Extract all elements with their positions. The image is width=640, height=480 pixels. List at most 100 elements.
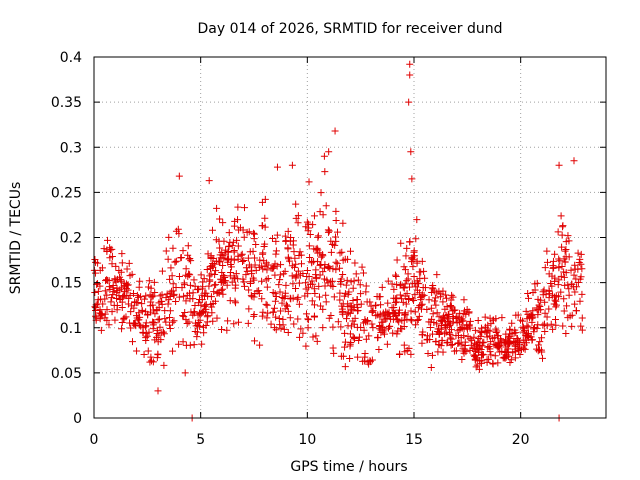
data-point bbox=[216, 244, 224, 252]
data-point bbox=[562, 253, 570, 261]
data-point bbox=[565, 291, 573, 299]
data-point bbox=[520, 341, 528, 349]
data-point bbox=[190, 341, 198, 349]
data-point bbox=[181, 309, 189, 317]
data-point bbox=[272, 237, 280, 245]
data-point bbox=[314, 233, 322, 241]
data-point bbox=[424, 350, 432, 358]
data-point bbox=[550, 300, 558, 308]
data-point bbox=[559, 223, 567, 231]
data-point bbox=[255, 263, 263, 271]
x-tick-label: 0 bbox=[90, 432, 99, 448]
data-point bbox=[154, 387, 162, 395]
chart-title: Day 014 of 2026, SRMTID for receiver dun… bbox=[198, 21, 503, 37]
data-point bbox=[325, 262, 333, 270]
data-point bbox=[242, 271, 250, 279]
data-point bbox=[444, 317, 452, 325]
data-point bbox=[271, 297, 279, 305]
data-point bbox=[144, 347, 152, 355]
data-point bbox=[111, 276, 119, 284]
data-point bbox=[104, 236, 112, 244]
data-point bbox=[555, 161, 563, 169]
data-point bbox=[341, 363, 349, 371]
data-point bbox=[513, 338, 521, 346]
data-point bbox=[467, 341, 475, 349]
data-point bbox=[116, 296, 124, 304]
data-point bbox=[280, 294, 288, 302]
data-point bbox=[350, 277, 358, 285]
data-point bbox=[138, 307, 146, 315]
data-point bbox=[338, 302, 346, 310]
data-point bbox=[490, 340, 498, 348]
data-point bbox=[136, 321, 144, 329]
data-point bbox=[169, 280, 177, 288]
y-tick-label: 0.4 bbox=[60, 50, 82, 66]
data-point bbox=[231, 217, 239, 225]
data-point bbox=[549, 257, 557, 265]
data-point bbox=[102, 276, 110, 284]
data-point bbox=[316, 249, 324, 257]
data-point bbox=[440, 315, 448, 323]
data-point bbox=[324, 228, 332, 236]
data-point bbox=[558, 243, 566, 251]
data-point bbox=[427, 304, 435, 312]
data-point bbox=[534, 311, 542, 319]
data-point bbox=[460, 307, 468, 315]
data-point bbox=[479, 351, 487, 359]
data-point bbox=[576, 255, 584, 263]
data-point bbox=[321, 168, 329, 176]
data-point bbox=[394, 316, 402, 324]
data-point bbox=[166, 289, 174, 297]
data-point bbox=[454, 339, 462, 347]
data-point bbox=[533, 345, 541, 353]
data-point bbox=[230, 274, 238, 282]
data-point bbox=[576, 297, 584, 305]
data-point bbox=[408, 280, 416, 288]
data-point bbox=[277, 261, 285, 269]
data-point bbox=[296, 333, 304, 341]
data-point bbox=[244, 319, 252, 327]
data-point bbox=[338, 248, 346, 256]
data-point bbox=[396, 350, 404, 358]
data-point bbox=[396, 291, 404, 299]
data-point bbox=[356, 281, 364, 289]
data-point bbox=[241, 282, 249, 290]
data-point bbox=[572, 275, 580, 283]
data-point bbox=[391, 299, 399, 307]
data-point bbox=[344, 303, 352, 311]
data-point bbox=[466, 317, 474, 325]
data-point bbox=[218, 248, 226, 256]
data-point bbox=[232, 281, 240, 289]
y-tick-label: 0.15 bbox=[51, 276, 82, 292]
data-point bbox=[478, 324, 486, 332]
data-point bbox=[406, 71, 414, 79]
data-point bbox=[205, 282, 213, 290]
data-point bbox=[203, 266, 211, 274]
data-point bbox=[129, 289, 137, 297]
data-point bbox=[246, 280, 254, 288]
data-point bbox=[444, 338, 452, 346]
data-point bbox=[294, 267, 302, 275]
x-axis-label: GPS time / hours bbox=[290, 459, 407, 475]
y-tick-label: 0 bbox=[73, 411, 82, 427]
data-point bbox=[107, 298, 115, 306]
data-point bbox=[175, 273, 183, 281]
data-point bbox=[310, 301, 318, 309]
data-point bbox=[150, 278, 158, 286]
data-point bbox=[339, 256, 347, 264]
data-point bbox=[170, 317, 178, 325]
data-point bbox=[215, 289, 223, 297]
data-point bbox=[267, 320, 275, 328]
data-point bbox=[108, 252, 116, 260]
data-point bbox=[516, 351, 524, 359]
data-point bbox=[105, 283, 113, 291]
data-point bbox=[261, 214, 269, 222]
data-point bbox=[346, 309, 354, 317]
data-point bbox=[351, 259, 359, 267]
data-point bbox=[294, 212, 302, 220]
data-point bbox=[400, 341, 408, 349]
data-point bbox=[518, 346, 525, 354]
data-point bbox=[415, 312, 423, 320]
data-point bbox=[339, 270, 347, 278]
data-point bbox=[197, 309, 205, 317]
